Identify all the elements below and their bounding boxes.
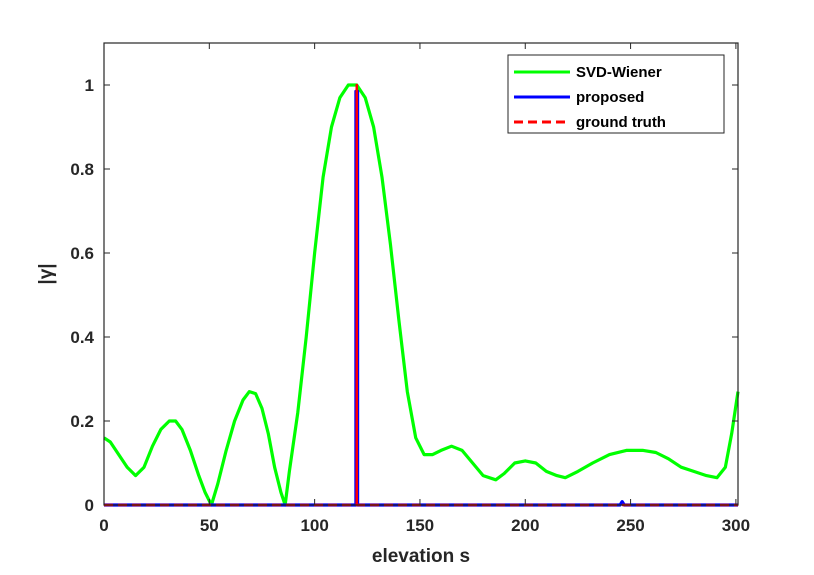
series-svd-wiener-line (103, 83, 740, 507)
legend: SVD-Wiener proposed ground truth (507, 54, 725, 134)
legend-label-ground-truth: ground truth (576, 114, 666, 131)
legend-label-proposed: proposed (576, 89, 644, 106)
x-tick-label: 300 (722, 516, 750, 535)
x-tick-label: 50 (200, 516, 219, 535)
plot-frame (103, 42, 739, 506)
legend-label-svd-wiener: SVD-Wiener (576, 64, 662, 81)
y-tick-label: 0.4 (70, 328, 94, 347)
y-tick-label: 0.2 (70, 412, 94, 431)
x-tick-label: 150 (406, 516, 434, 535)
x-tick-label: 200 (511, 516, 539, 535)
y-tick-label: 0.6 (70, 244, 94, 263)
y-tick-label: 0 (85, 496, 94, 515)
y-tick-label: 0.8 (70, 160, 94, 179)
x-axis-title: elevation s (372, 546, 470, 567)
x-tick-label: 250 (616, 516, 644, 535)
legend-box (507, 54, 725, 134)
y-axis-title: |γ| (36, 263, 57, 284)
x-tick-label: 100 (300, 516, 328, 535)
ticks-layer: 0 50 100 150 200 250 300 0 0.2 0.4 0.6 0.8 1 (70, 43, 750, 535)
x-tick-label: 0 (99, 516, 108, 535)
y-tick-label: 1 (85, 76, 94, 95)
